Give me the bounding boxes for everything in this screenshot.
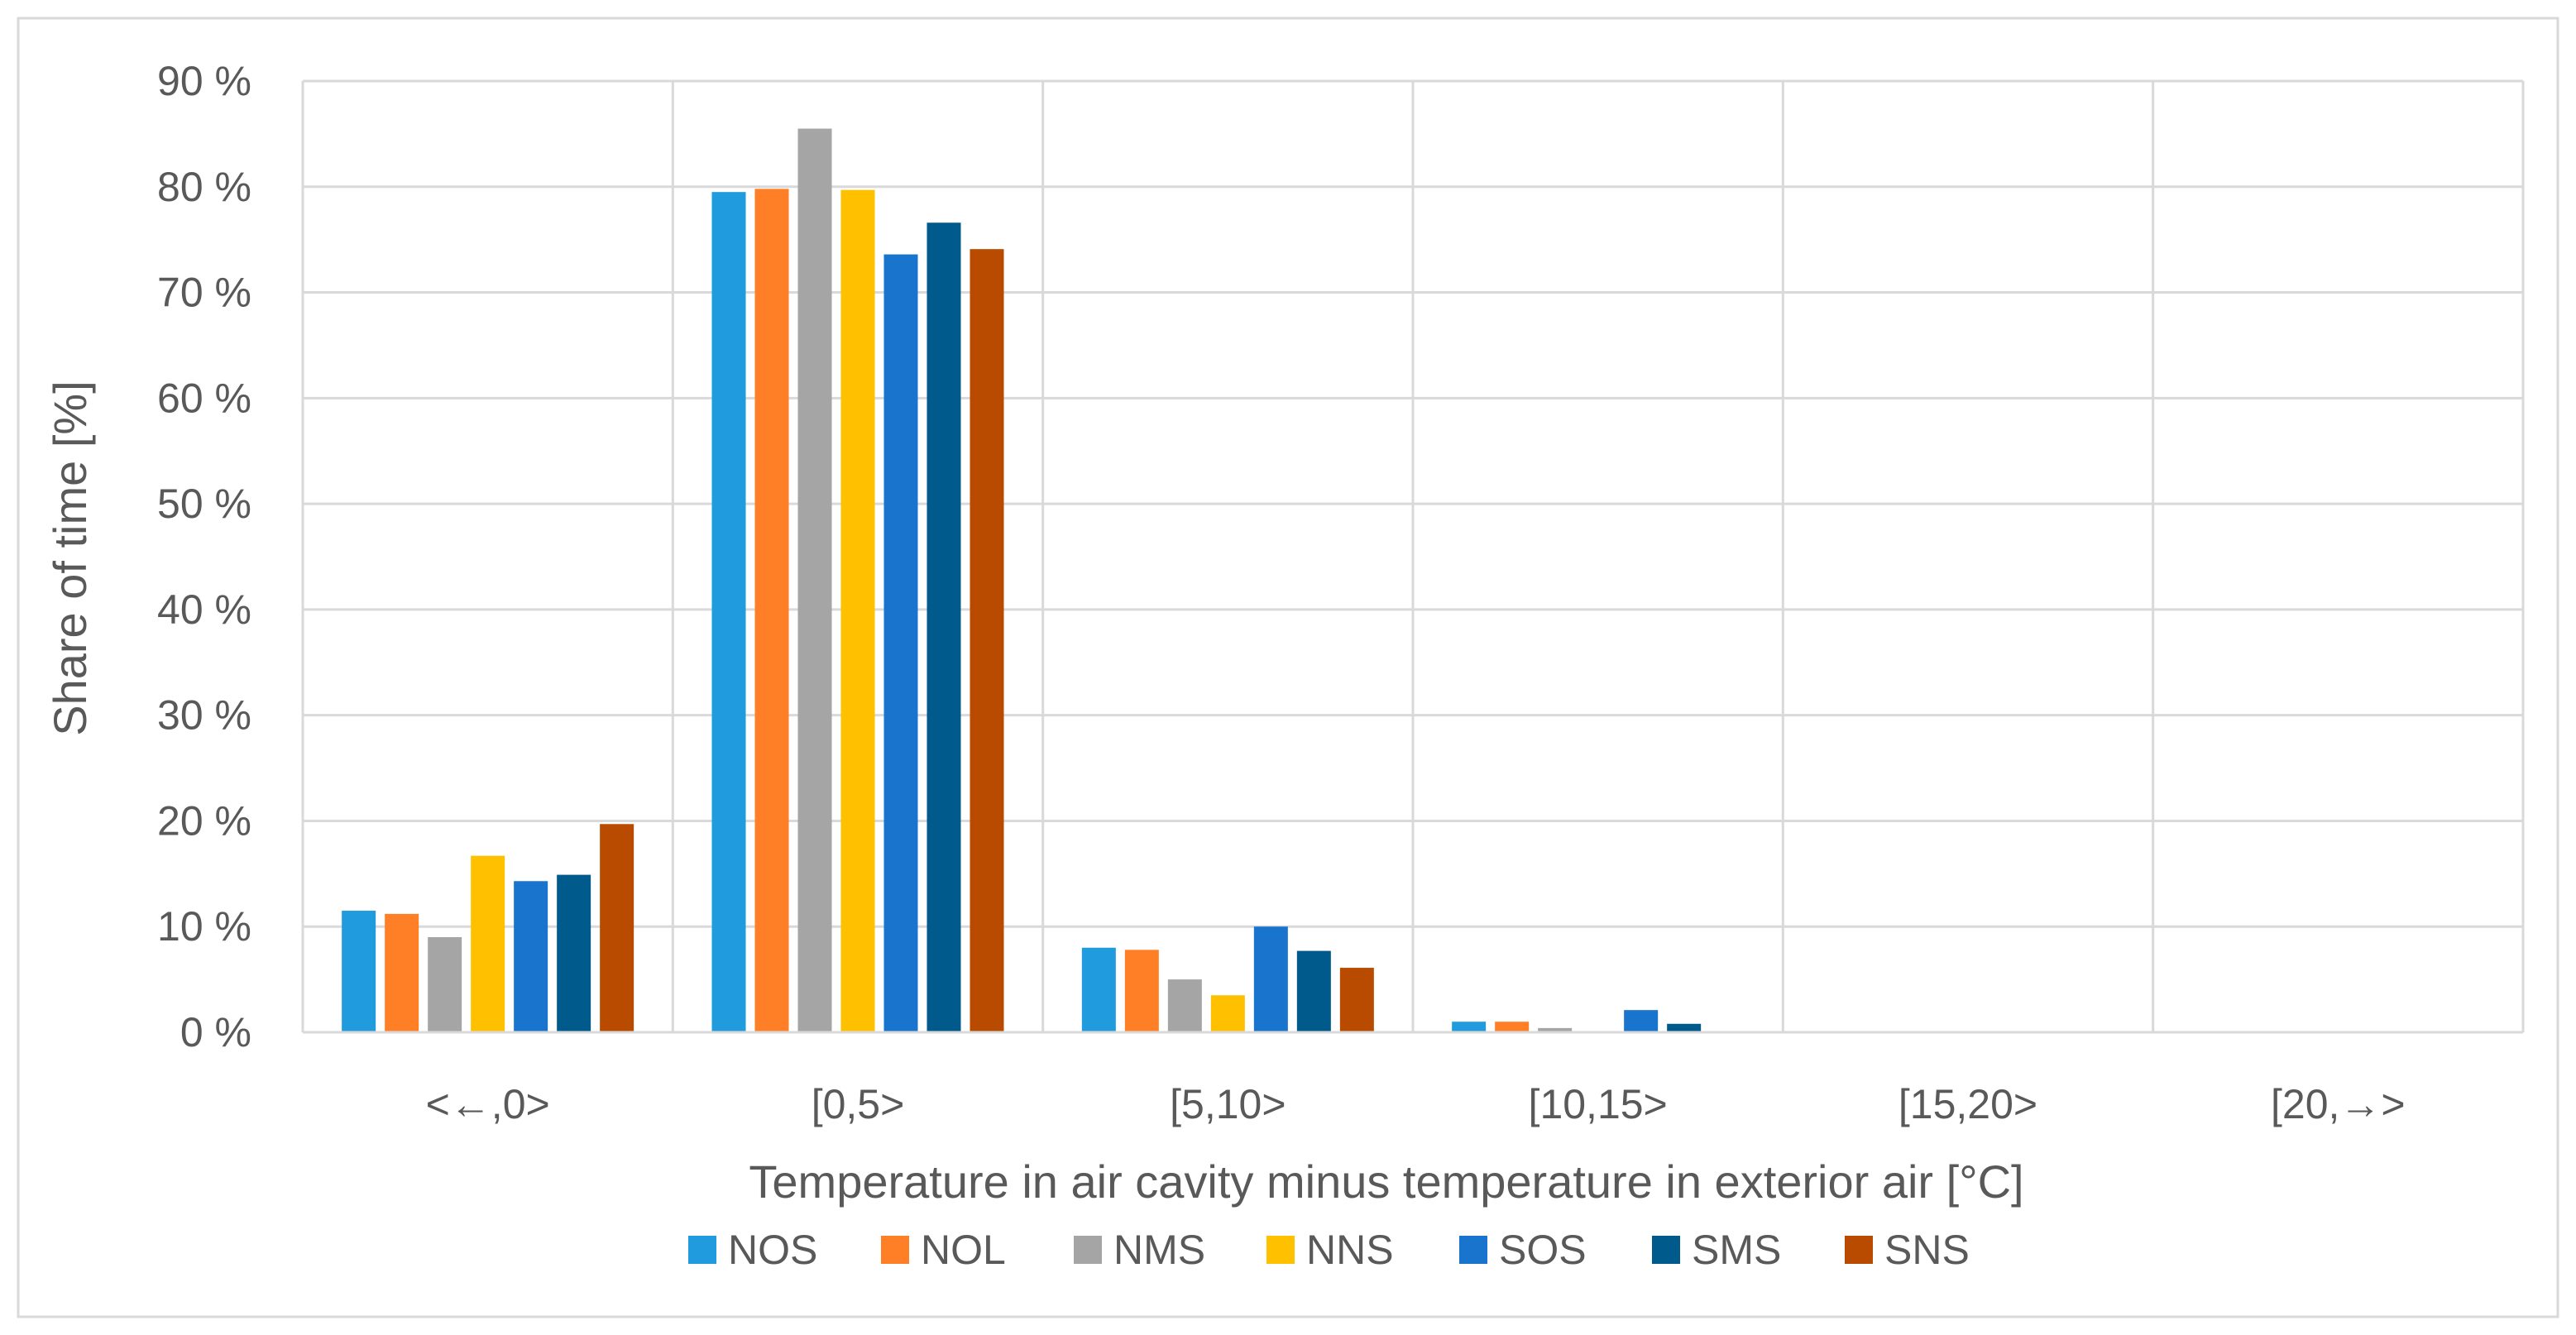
- bar-nos-1: [342, 911, 376, 1032]
- x-tick-label: [5,10>: [1170, 1081, 1286, 1127]
- legend: NOS NOL NMS NNS SOS SMS SNS: [688, 1227, 1970, 1273]
- y-tick-label: 80 %: [157, 164, 251, 210]
- legend-swatch-nos: [688, 1236, 716, 1264]
- bar-nms-1: [428, 937, 462, 1032]
- bar-nns-2: [840, 189, 875, 1033]
- bar-nms-3: [1167, 979, 1202, 1032]
- y-tick-label: 70 %: [157, 270, 251, 316]
- y-tick-label: 0 %: [180, 1009, 251, 1055]
- bar-nol-4: [1495, 1022, 1530, 1032]
- bar-sms-3: [1296, 950, 1331, 1032]
- axes: 0 % 10 % 20 % 30 % 40 % 50 % 60 % 70 % 80 % 90 % <…: [157, 58, 2523, 1127]
- y-tick-label: 90 %: [157, 58, 251, 104]
- legend-label-sns: SNS: [1884, 1227, 1970, 1273]
- bar-sms-1: [557, 874, 591, 1032]
- legend-label-nns: NNS: [1306, 1227, 1394, 1273]
- legend-label-nos: NOS: [728, 1227, 817, 1273]
- bar-nns-3: [1210, 995, 1245, 1032]
- bar-sos-2: [883, 254, 918, 1032]
- bar-sos-3: [1253, 926, 1288, 1032]
- legend-swatch-nms: [1074, 1236, 1102, 1264]
- bar-nol-1: [385, 913, 419, 1032]
- bar-nos-3: [1081, 947, 1116, 1032]
- x-axis-title: Temperature in air cavity minus temperat…: [749, 1156, 2023, 1208]
- y-tick-label: 20 %: [157, 797, 251, 844]
- bar-nol-3: [1124, 950, 1159, 1032]
- x-tick-label: [20,→>: [2271, 1081, 2406, 1127]
- legend-label-nol: NOL: [921, 1227, 1006, 1273]
- bar-nol-2: [754, 189, 789, 1033]
- legend-swatch-nns: [1266, 1236, 1295, 1264]
- legend-swatch-sos: [1459, 1236, 1487, 1264]
- bar-sms-4: [1667, 1023, 1702, 1032]
- bar-sns-1: [600, 824, 634, 1032]
- bar-nms-4: [1538, 1027, 1573, 1032]
- bar-sos-1: [514, 881, 548, 1032]
- y-tick-label: 30 %: [157, 692, 251, 739]
- bar-sms-2: [926, 223, 961, 1032]
- x-tick-label: [0,5>: [812, 1081, 905, 1127]
- x-tick-label: [15,20>: [1898, 1081, 2037, 1127]
- bar-nms-2: [797, 128, 832, 1032]
- legend-swatch-sns: [1845, 1236, 1873, 1264]
- bar-nos-2: [711, 192, 746, 1032]
- y-tick-label: 10 %: [157, 903, 251, 950]
- x-tick-label: [10,15>: [1529, 1081, 1668, 1127]
- y-axis-title: Share of time [%]: [44, 380, 96, 736]
- legend-label-sos: SOS: [1499, 1227, 1587, 1273]
- y-tick-label: 40 %: [157, 586, 251, 633]
- bar-sns-2: [970, 249, 1004, 1033]
- legend-swatch-sms: [1652, 1236, 1680, 1264]
- bar-nos-4: [1452, 1022, 1487, 1032]
- y-tick-label: 60 %: [157, 375, 251, 421]
- x-tick-label: <←,0>: [426, 1081, 550, 1127]
- legend-label-nms: NMS: [1113, 1227, 1205, 1273]
- gridlines: [301, 79, 2525, 1034]
- bar-nns-1: [471, 855, 505, 1032]
- legend-label-sms: SMS: [1692, 1227, 1781, 1273]
- legend-swatch-nol: [881, 1236, 909, 1264]
- bar-sos-4: [1624, 1010, 1659, 1032]
- y-tick-label: 50 %: [157, 481, 251, 527]
- bar-sns-3: [1339, 968, 1374, 1032]
- bars: [342, 128, 1745, 1033]
- chart-border: [17, 17, 2559, 1318]
